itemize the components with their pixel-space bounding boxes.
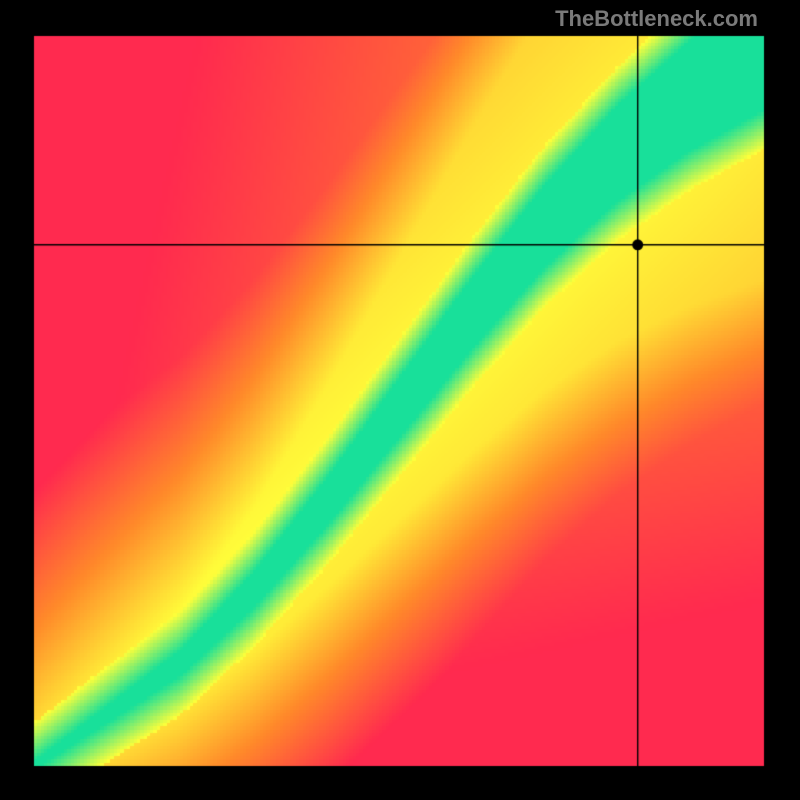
watermark-label: TheBottleneck.com bbox=[555, 6, 758, 32]
bottleneck-heatmap-canvas bbox=[0, 0, 800, 800]
chart-container: TheBottleneck.com bbox=[0, 0, 800, 800]
